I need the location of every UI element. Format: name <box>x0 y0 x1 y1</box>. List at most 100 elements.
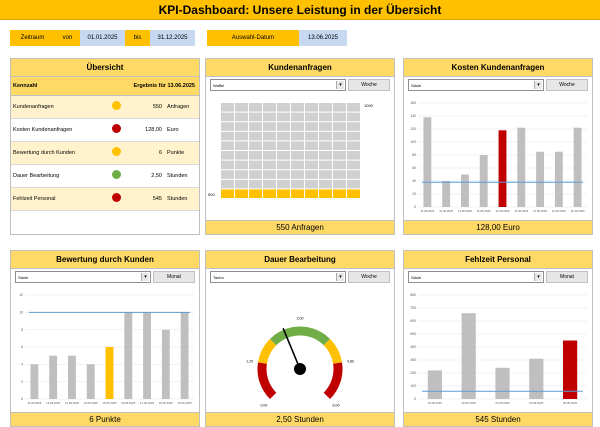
period-button[interactable]: Woche <box>348 271 390 283</box>
x-tick-label: 11.06.2025 <box>27 401 41 405</box>
bar <box>68 355 76 399</box>
bar <box>442 181 451 207</box>
bar <box>495 367 510 399</box>
waffle-cell <box>249 179 262 189</box>
y-tick-label: 700 <box>410 306 416 310</box>
waffle-cell <box>333 170 346 179</box>
chart-type-select[interactable]: Säule ▾ <box>408 271 544 283</box>
waffle-cell <box>319 141 332 150</box>
y-tick-label: 400 <box>410 345 416 349</box>
x-tick-label: 11.06.2025 <box>439 209 453 213</box>
gauge-segment-mid <box>258 338 277 365</box>
status-circle-icon <box>111 193 121 202</box>
gauge-label: 1,20 <box>246 360 253 364</box>
waffle-cell <box>263 179 276 189</box>
scale-min-label: 500 <box>208 192 215 197</box>
gauge-label: 4,80 <box>347 360 354 364</box>
waffle-cell <box>277 170 290 179</box>
x-tick-label: 11.06.2025 <box>552 209 566 213</box>
waffle-cell <box>235 112 248 122</box>
bewertung-footer: 6 Punkte <box>11 412 199 426</box>
bar <box>479 155 488 207</box>
x-tick-label: 04.06.2025 <box>529 401 543 405</box>
von-label: von <box>55 30 80 46</box>
bar <box>573 127 582 207</box>
waffle-cell <box>305 112 318 122</box>
gauge-segment-good <box>269 326 331 346</box>
status-dot <box>103 141 129 165</box>
waffle-cell <box>263 112 276 122</box>
chart-type-select[interactable]: Säule ▾ <box>15 271 151 283</box>
gauge-segment-low <box>257 362 277 400</box>
fehlzeit-panel: Fehlzeit Personal Säule ▾ Monat 0 100 200 300… <box>403 250 593 427</box>
waffle-cell <box>263 122 276 131</box>
kpi-unit: Punkte <box>165 141 199 165</box>
waffle-cell <box>249 112 262 122</box>
waffle-cell <box>333 189 346 198</box>
waffle-cell <box>333 160 346 170</box>
y-tick-label: 10 <box>19 311 23 315</box>
waffle-cell <box>333 112 346 122</box>
von-date[interactable]: 01.01.2025 <box>80 30 125 46</box>
x-tick-label: 17.06.2025 <box>140 401 154 405</box>
select-value: Waffel <box>213 82 225 88</box>
waffle-cell <box>249 160 262 170</box>
bewertung-chart: 0 2 4 6 8 10 12 11.06.2025 12.06.2025 13.06.2025 1… <box>19 293 194 405</box>
chart-type-select[interactable]: Säule ▾ <box>408 79 544 91</box>
kundenanfragen-panel: Kundenanfragen Waffel ▾ Woche 1000 500 550 … <box>205 58 395 235</box>
bar <box>517 127 526 207</box>
waffle-cell <box>347 131 360 141</box>
waffle-cell <box>305 103 318 112</box>
waffle-cell <box>291 179 304 189</box>
period-button[interactable]: Monat <box>546 271 588 283</box>
kpi-unit: Euro <box>165 118 199 142</box>
chevron-down-icon: ▾ <box>141 273 149 281</box>
gauge-hub <box>294 363 306 375</box>
y-tick-label: 140 <box>410 114 416 118</box>
bar <box>461 313 476 399</box>
waffle-cell <box>221 160 234 170</box>
waffle-cell <box>319 179 332 189</box>
waffle-cell <box>263 151 276 160</box>
waffle-cell <box>277 151 290 160</box>
waffle-cell <box>277 189 290 198</box>
table-row: Kundenanfragen 550 Anfragen <box>11 95 199 119</box>
waffle-cell <box>249 122 262 131</box>
bis-date[interactable]: 31.12.2025 <box>150 30 195 46</box>
y-tick-label: 4 <box>21 363 23 367</box>
chevron-down-icon: ▾ <box>336 81 344 89</box>
gauge-label: 6,00 <box>333 404 340 408</box>
dauer-panel: Dauer Bearbeitung Tacho ▾ Woche 0,00 1,20 3,… <box>205 250 395 427</box>
waffle-cell <box>235 160 248 170</box>
bewertung-panel: Bewertung durch Kunden Säule ▾ Monat 0 2 4 6 8… <box>10 250 200 427</box>
y-tick-label: 12 <box>19 293 23 297</box>
auswahl-date[interactable]: 13.06.2025 <box>299 30 347 46</box>
period-button[interactable]: Woche <box>546 79 588 91</box>
waffle-cell <box>249 170 262 179</box>
status-circle-icon <box>111 170 121 179</box>
chart-type-select[interactable]: Tacho ▾ <box>210 271 346 283</box>
y-tick-label: 0 <box>21 397 23 401</box>
y-tick-label: 2 <box>21 380 23 384</box>
status-circle-icon <box>111 101 121 110</box>
waffle-cell <box>333 103 346 112</box>
fehlzeit-footer: 545 Stunden <box>404 412 592 426</box>
waffle-cell <box>305 122 318 131</box>
status-circle-icon <box>111 124 121 133</box>
period-button[interactable]: Woche <box>348 79 390 91</box>
waffle-cell <box>347 160 360 170</box>
y-tick-label: 300 <box>410 358 416 362</box>
period-button[interactable]: Monat <box>153 271 195 283</box>
waffle-cell <box>249 151 262 160</box>
x-tick-label: 12.06.2025 <box>46 401 60 405</box>
kpi-unit: Stunden <box>165 164 199 188</box>
chart-type-select[interactable]: Waffel ▾ <box>210 79 346 91</box>
overview-title: Übersicht <box>11 59 199 77</box>
waffle-cell <box>277 160 290 170</box>
waffle-cell <box>221 112 234 122</box>
bar <box>30 364 39 399</box>
bewertung-title: Bewertung durch Kunden <box>11 251 199 269</box>
kpi-value: 550 <box>129 95 165 119</box>
bar <box>143 312 151 399</box>
x-tick-label: 11.06.2025 <box>571 209 585 213</box>
